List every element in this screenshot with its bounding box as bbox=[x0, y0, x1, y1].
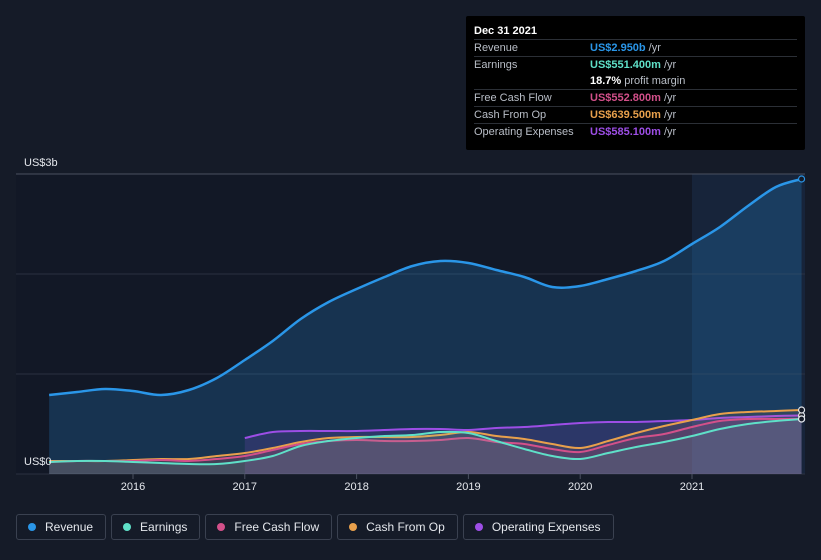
legend-dot-icon bbox=[123, 523, 132, 531]
x-tick-label: 2018 bbox=[344, 481, 369, 493]
tooltip-row-value: 18.7% bbox=[590, 75, 622, 87]
tooltip-row: Operating Expenses US$585.100m/yr bbox=[474, 123, 797, 140]
tooltip-row-label: Earnings bbox=[474, 59, 518, 71]
tooltip-row-unit: /yr bbox=[663, 109, 677, 121]
legend-item-revenue[interactable]: Revenue bbox=[16, 514, 107, 540]
legend-label: Revenue bbox=[45, 520, 94, 534]
earnings-line bbox=[49, 418, 802, 466]
tooltip-row-label: Free Cash Flow bbox=[474, 92, 552, 104]
legend-dot-icon bbox=[474, 523, 483, 531]
legend-dot-icon bbox=[217, 523, 226, 531]
earnings-area bbox=[49, 419, 802, 474]
revenue-area bbox=[49, 179, 802, 474]
legend-dot-icon bbox=[28, 523, 36, 531]
tooltip-row-unit: /yr bbox=[663, 126, 677, 138]
tooltip-row-label: Revenue bbox=[474, 42, 519, 54]
revenue-line bbox=[49, 177, 802, 397]
chart-legend: Revenue Earnings Free Cash Flow Cash From O… bbox=[16, 514, 614, 540]
legend-dot-icon bbox=[349, 523, 358, 531]
tooltip-row-value: US$2.950b bbox=[590, 42, 646, 54]
legend-label: Operating Expenses bbox=[491, 520, 601, 534]
operating-expenses-line bbox=[244, 414, 802, 439]
y-axis-bottom-label: US$0 bbox=[24, 456, 52, 468]
tooltip-row-value: US$552.800m bbox=[590, 92, 661, 104]
x-tick-label: 2016 bbox=[120, 481, 146, 493]
tooltip-row-value: US$551.400m bbox=[590, 59, 661, 71]
legend-item-earnings[interactable]: Earnings bbox=[111, 514, 201, 540]
tooltip-date: Dec 31 2021 bbox=[474, 25, 537, 37]
tooltip-row-label: Operating Expenses bbox=[474, 126, 574, 138]
data-tooltip: Dec 31 2021 Revenue US$2.950b/yr Earnings U… bbox=[466, 16, 805, 150]
x-tick-label: 2017 bbox=[232, 481, 258, 493]
tooltip-row: Cash From Op US$639.500m/yr bbox=[474, 106, 797, 123]
legend-item-cash-from-op[interactable]: Cash From Op bbox=[337, 514, 458, 540]
y-axis-top-label: US$3b bbox=[24, 157, 58, 169]
x-tick-label: 2021 bbox=[679, 481, 705, 493]
tooltip-row-unit: profit margin bbox=[624, 75, 686, 87]
legend-label: Earnings bbox=[140, 520, 188, 534]
x-tick-label: 2019 bbox=[456, 481, 481, 493]
legend-label: Cash From Op bbox=[366, 520, 445, 534]
legend-item-free-cash-flow[interactable]: Free Cash Flow bbox=[205, 514, 333, 540]
free-cash-flow-area bbox=[49, 418, 802, 474]
tooltip-row-unit: /yr bbox=[663, 92, 677, 104]
tooltip-row-unit: /yr bbox=[648, 42, 661, 54]
tooltip-row-label: Cash From Op bbox=[474, 109, 547, 121]
legend-item-operating-expenses[interactable]: Operating Expenses bbox=[462, 514, 614, 540]
earnings-endpoint bbox=[797, 415, 806, 423]
x-tick-label: 2020 bbox=[567, 481, 593, 493]
cash-from-op-line bbox=[49, 409, 802, 463]
tooltip-row: Free Cash Flow US$552.800m/yr bbox=[474, 89, 797, 106]
legend-label: Free Cash Flow bbox=[234, 520, 320, 534]
revenue-endpoint bbox=[797, 175, 806, 183]
tooltip-row: 18.7% profit margin bbox=[474, 73, 797, 89]
cash-from-op-endpoint bbox=[797, 406, 806, 414]
tooltip-row: Revenue US$2.950b/yr bbox=[474, 39, 797, 56]
free-cash-flow-line bbox=[49, 417, 802, 463]
tooltip-row: Earnings US$551.400m/yr bbox=[474, 56, 797, 73]
tooltip-row-value: US$585.100m bbox=[590, 126, 661, 138]
tooltip-row-unit: /yr bbox=[663, 59, 677, 71]
tooltip-row-value: US$639.500m bbox=[590, 109, 661, 121]
